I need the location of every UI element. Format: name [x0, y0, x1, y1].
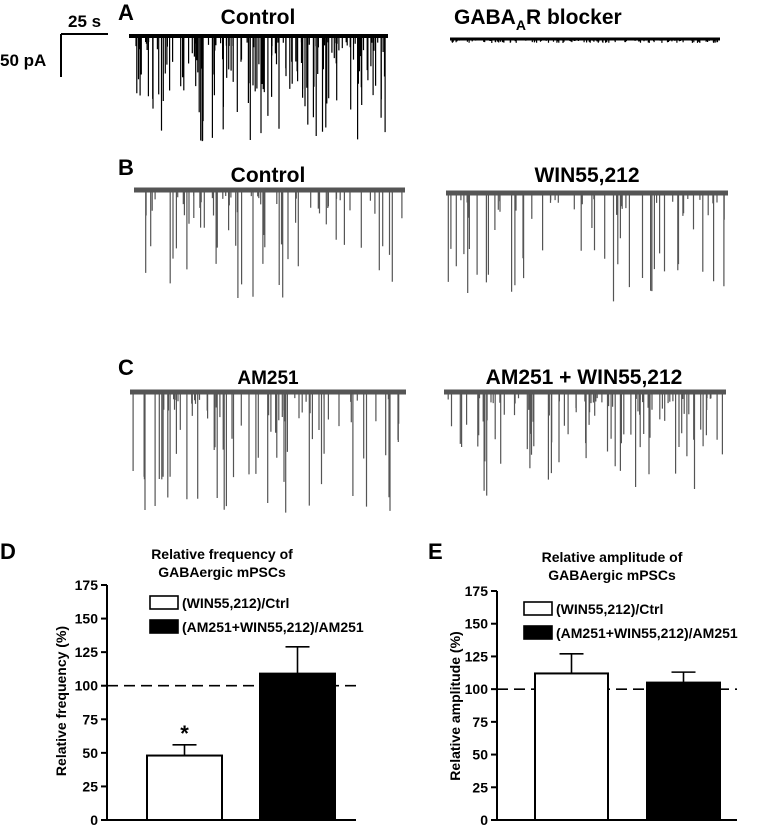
panel-d-title-line-2: GABAergic mPSCs	[158, 564, 286, 580]
panel-a-right-title-rest: R blocker	[526, 6, 622, 29]
panel-d-letter: D	[0, 539, 16, 564]
trace-events	[451, 39, 719, 43]
legend-swatch	[149, 595, 179, 610]
trace-baseline	[450, 37, 720, 41]
y-tick-label: 50	[472, 747, 488, 763]
trace-events	[447, 392, 723, 496]
y-tick-label: 0	[90, 812, 98, 826]
panel-c: C AM251 AM251 + WIN55,212	[118, 355, 726, 513]
panel-a-blocker-trace	[450, 37, 720, 43]
panel-a-right-title-main: GABA	[454, 6, 516, 29]
panel-d-chart: D Relative frequency of GABAergic mPSCs …	[0, 539, 364, 826]
trace-baseline	[134, 187, 405, 193]
y-tick-label: 125	[465, 648, 489, 664]
panel-c-right-title: AM251 + WIN55,212	[486, 366, 683, 389]
legend-swatch	[523, 601, 553, 616]
y-tick-label: 75	[472, 714, 488, 730]
panel-b-win-trace	[446, 190, 728, 302]
panel-b-left-title: Control	[231, 164, 306, 187]
y-tick-label: 25	[472, 779, 488, 795]
panel-e-chart: E Relative amplitude of GABAergic mPSCs …	[428, 539, 738, 826]
y-tick-label: 0	[480, 812, 488, 826]
bar	[534, 672, 609, 821]
legend-label: (WIN55,212)/Ctrl	[556, 601, 663, 617]
scale-bar-current-label: 50 pA	[0, 51, 46, 70]
y-tick-label: 175	[465, 583, 489, 599]
panel-e-title-line-2: GABAergic mPSCs	[548, 567, 676, 583]
bar	[259, 672, 336, 822]
y-tick-label: 50	[82, 745, 98, 761]
panel-c-am251-win-trace	[444, 389, 726, 496]
panel-b-letter: B	[118, 155, 134, 180]
y-tick-label: 75	[82, 711, 98, 727]
panel-e-y-axis-label: Relative amplitude (%)	[447, 631, 463, 780]
panel-a: A Control GABAAR blocker	[118, 0, 720, 142]
panel-b-control-trace	[134, 187, 405, 298]
significance-marker: *	[180, 721, 189, 746]
panel-c-letter: C	[118, 355, 134, 380]
y-tick-label: 100	[75, 678, 99, 694]
panel-c-am251-trace	[130, 389, 406, 513]
legend-swatch	[149, 619, 179, 634]
legend-swatch	[523, 625, 553, 640]
bar	[146, 754, 223, 821]
trace-baseline	[446, 190, 728, 196]
y-tick-label: 175	[75, 577, 99, 593]
panel-a-right-title-subscript: A	[516, 17, 526, 33]
y-tick-label: 100	[465, 681, 489, 697]
panel-c-left-title: AM251	[237, 368, 299, 389]
trace-events	[447, 193, 725, 302]
trace-events	[132, 392, 400, 513]
panel-d-axes: 0 25 50 75 100 125 150 175 * (WIN55,212)/Ctrl (AM2…	[75, 577, 364, 826]
trace-events	[145, 190, 403, 298]
panel-a-control-trace	[129, 34, 388, 142]
panel-e-axes: 0 25 50 75 100 125 150 175 (WIN55,212)/Ctrl (AM25…	[465, 583, 738, 826]
panel-b: B Control WIN55,212	[118, 155, 728, 302]
y-tick-label: 25	[82, 778, 98, 794]
panel-a-letter: A	[118, 0, 134, 25]
scale-bar-time-label: 25 s	[68, 12, 101, 31]
legend-label: (AM251+WIN55,212)/AM251	[556, 625, 738, 641]
panel-a-right-title: GABAAR blocker	[454, 6, 622, 33]
panel-e-letter: E	[428, 539, 443, 564]
y-tick-label: 150	[465, 616, 489, 632]
y-tick-label: 150	[75, 611, 99, 627]
legend-label: (AM251+WIN55,212)/AM251	[182, 619, 364, 635]
bar	[646, 681, 721, 821]
legend-label: (WIN55,212)/Ctrl	[182, 595, 289, 611]
scale-bar: 25 s 50 pA	[0, 12, 108, 77]
panel-d-y-axis-label: Relative frequency (%)	[53, 626, 69, 776]
panel-d-title-line-1: Relative frequency of	[151, 546, 293, 562]
y-tick-label: 125	[75, 644, 99, 660]
panel-a-left-title: Control	[221, 6, 296, 29]
panel-b-right-title: WIN55,212	[534, 164, 639, 187]
panel-e-title-line-1: Relative amplitude of	[542, 549, 683, 565]
trace-events	[135, 36, 386, 142]
